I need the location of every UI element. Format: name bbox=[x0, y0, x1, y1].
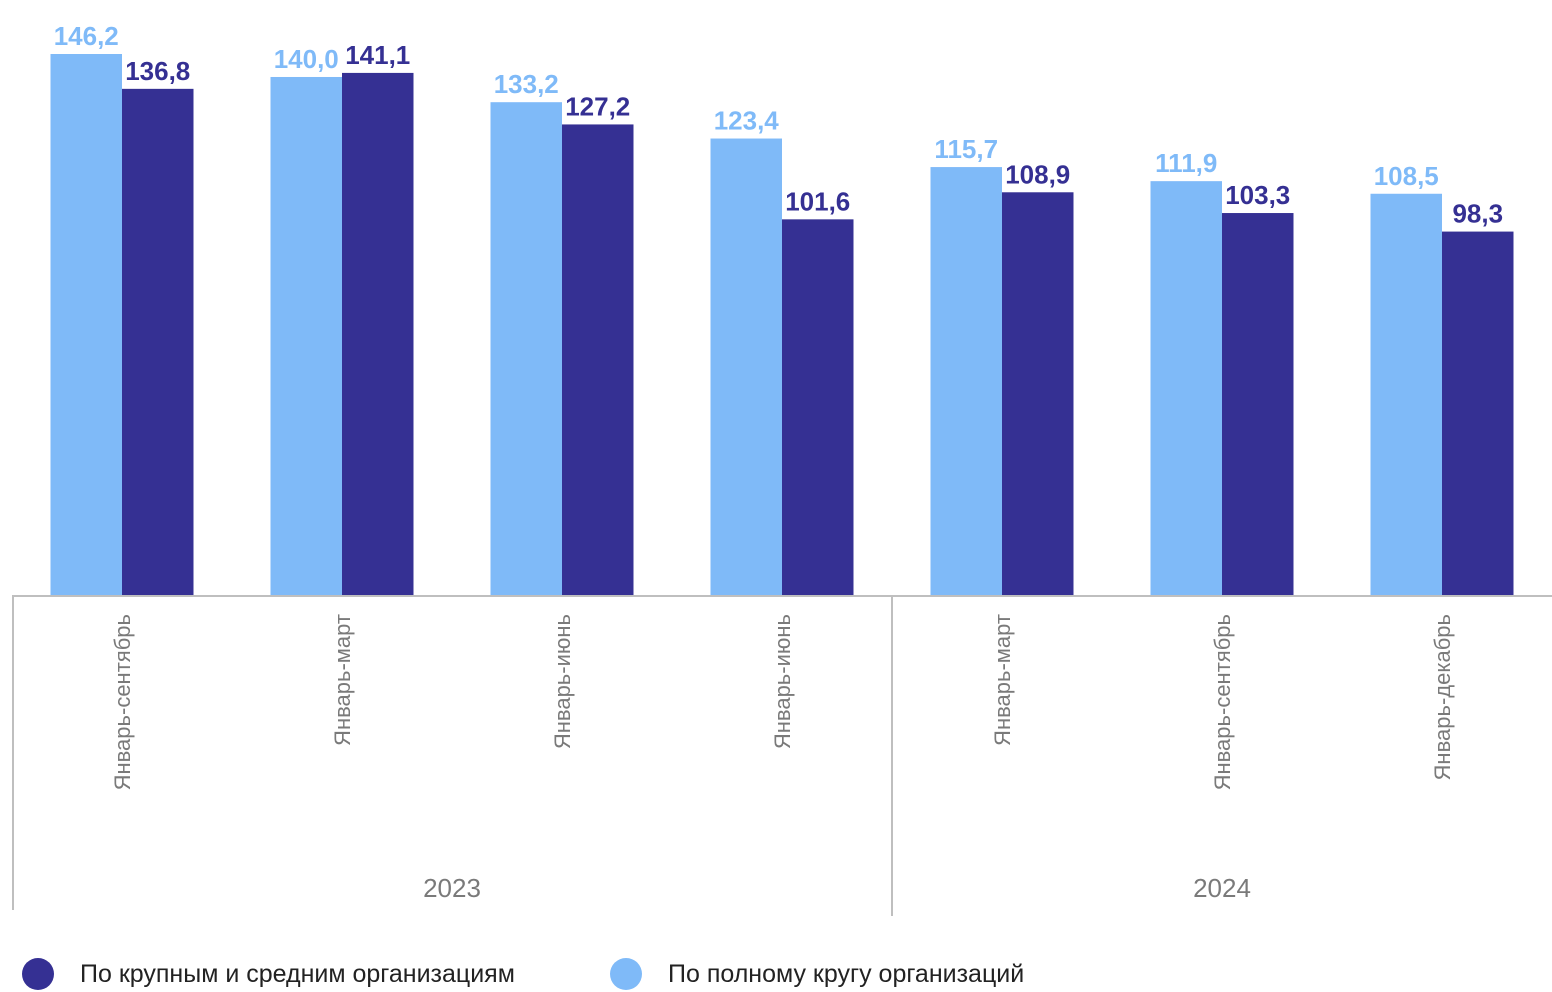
bar-full-2 bbox=[270, 76, 342, 596]
category-label-3: Январь-июнь bbox=[550, 614, 575, 749]
category-label-1: Январь-сентябрь bbox=[110, 614, 135, 790]
value-label-full-6: 111,9 bbox=[1155, 148, 1217, 178]
bar-full-3 bbox=[490, 102, 562, 597]
value-label-large-medium-6: 103,3 bbox=[1225, 180, 1290, 210]
legend-label-large-medium: По крупным и средним организациям bbox=[80, 959, 515, 988]
bar-large-medium-3 bbox=[562, 124, 634, 597]
bar-large-medium-5 bbox=[1002, 192, 1074, 596]
group-label-2023: 2023 bbox=[423, 873, 481, 903]
legend-swatch-full bbox=[610, 958, 642, 990]
value-label-full-5: 115,7 bbox=[934, 134, 998, 164]
group-label-2024: 2024 bbox=[1193, 873, 1251, 903]
value-label-full-1: 146,2 bbox=[54, 21, 119, 51]
value-label-large-medium-3: 127,2 bbox=[565, 91, 630, 121]
bar-full-6 bbox=[1150, 181, 1222, 596]
category-label-6: Январь-сентябрь bbox=[1210, 614, 1235, 790]
bar-full-1 bbox=[50, 54, 122, 596]
value-label-full-4: 123,4 bbox=[714, 106, 780, 136]
bar-large-medium-1 bbox=[122, 88, 194, 597]
legend-item-full: По полному кругу организаций bbox=[610, 958, 1024, 990]
value-label-full-7: 108,5 bbox=[1374, 161, 1439, 191]
value-label-full-3: 133,2 bbox=[494, 69, 559, 99]
bar-large-medium-7 bbox=[1442, 231, 1514, 597]
bar-large-medium-2 bbox=[342, 72, 414, 596]
category-label-5: Январь-март bbox=[990, 614, 1015, 746]
value-label-full-2: 140,0 bbox=[274, 44, 339, 74]
bar-full-5 bbox=[930, 167, 1002, 596]
legend: По крупным и средним организациям По пол… bbox=[22, 958, 1024, 990]
category-label-4: Январь-июнь bbox=[770, 614, 795, 749]
legend-label-full: По полному кругу организаций bbox=[668, 959, 1025, 988]
value-label-large-medium-5: 108,9 bbox=[1005, 159, 1070, 189]
category-label-7: Январь-декабрь bbox=[1430, 614, 1455, 780]
bar-full-4 bbox=[710, 138, 782, 596]
value-label-large-medium-1: 136,8 bbox=[125, 56, 190, 86]
bar-large-medium-4 bbox=[782, 219, 854, 596]
legend-item-large-medium: По крупным и средним организациям bbox=[22, 958, 610, 990]
bar-large-medium-6 bbox=[1222, 213, 1294, 596]
value-label-large-medium-7: 98,3 bbox=[1452, 199, 1503, 229]
category-label-2: Январь-март bbox=[330, 614, 355, 746]
legend-swatch-large-medium bbox=[22, 958, 54, 990]
value-label-large-medium-2: 141,1 bbox=[345, 40, 410, 70]
value-label-large-medium-4: 101,6 bbox=[785, 186, 850, 216]
bar-full-7 bbox=[1370, 193, 1442, 596]
